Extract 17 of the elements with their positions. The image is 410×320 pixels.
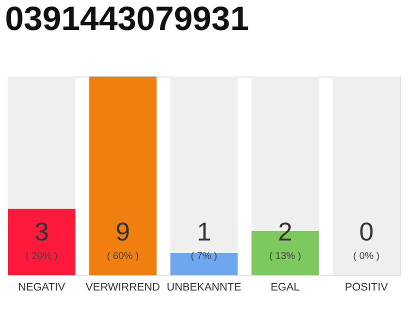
annotation: ( 13% ) [269,251,302,262]
bar [170,253,238,276]
x-tick-label: POSITIV [344,281,389,294]
annotation: ( 20% ) [26,251,58,262]
data-label: 3 [34,218,49,246]
annotation: ( 60% ) [106,251,139,262]
x-tick-label: UNBEKANNTE [166,281,242,294]
chart-title: 0391443079931 [4,0,249,38]
data-label: 9 [116,218,130,246]
annotation: ( 0% ) [353,251,380,262]
x-tick-label: VERWIRREND [86,281,160,294]
data-label: 1 [196,218,212,246]
data-label: 0 [359,218,374,246]
x-tick-label: EGAL [270,281,300,294]
bar [89,76,157,276]
x-tick-label: NEGATIV [18,281,66,294]
annotation: ( 7% ) [190,251,218,262]
